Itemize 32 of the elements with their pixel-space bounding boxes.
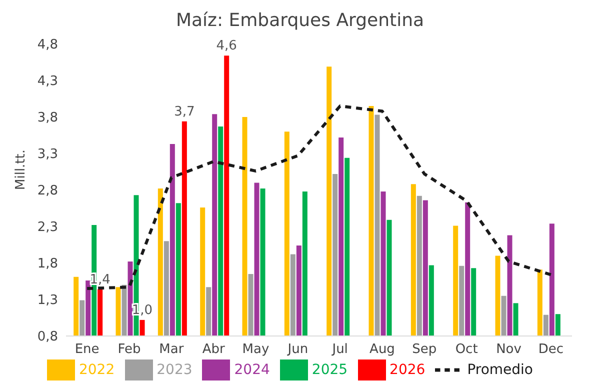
y-tick-label: 3,8 [37,110,58,126]
y-axis-title: Mill.tt. [14,149,29,190]
data-label: 4,6 [216,38,237,54]
x-tick-label: Mar [159,342,184,358]
y-tick-label: 3,3 [37,147,58,162]
x-tick-label: Sep [412,342,437,358]
y-tick-label: 2,3 [37,220,58,236]
legend-label: 2023 [156,362,192,378]
data-label: 3,7 [174,104,195,120]
legend-label: Promedio [467,362,533,378]
y-tick-label: 1,3 [37,293,58,308]
y-tick-label: 2,8 [37,184,58,199]
legend-label: 2025 [312,362,348,378]
x-tick-label: Nov [496,342,522,358]
x-tick-label: Jul [331,342,348,358]
x-tick-label: Abr [202,342,226,358]
y-tick-label: 4,3 [37,74,58,90]
x-tick-label: Oct [455,342,478,358]
legend-label: 2026 [390,362,426,378]
x-tick-label: Dec [538,342,564,358]
chart-title: Maíz: Embarques Argentina [174,9,426,33]
x-tick-label: Feb [118,342,141,358]
line-series [86,104,552,290]
y-tick-label: 0,8 [37,330,58,345]
x-tick-label: Aug [370,342,395,358]
legend-label: 2024 [234,362,270,378]
x-tick-label: Jun [286,342,308,358]
x-tick-label: Ene [74,342,100,358]
y-tick-label: 1,8 [37,256,58,272]
y-tick-label: 4,8 [37,38,58,53]
x-tick-label: May [242,342,270,358]
legend-label: 2022 [78,362,115,378]
